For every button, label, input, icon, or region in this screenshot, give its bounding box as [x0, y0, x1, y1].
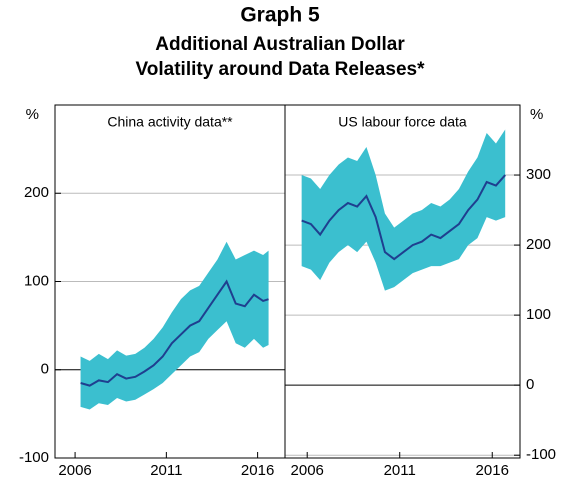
y-tick-label: 0: [526, 376, 534, 393]
x-tick-label: 2006: [291, 462, 324, 479]
y-tick-label: 300: [526, 166, 551, 183]
x-tick-label: 2011: [384, 462, 416, 479]
x-tick-label: 2016: [241, 462, 274, 479]
x-tick-label: 2016: [476, 462, 509, 479]
panel-frame: [284, 104, 521, 459]
y-tick-label: 100: [526, 306, 551, 323]
line: [80, 279, 269, 387]
y-tick-label: 100: [24, 272, 49, 289]
x-tick-label: 2006: [58, 462, 91, 479]
y-tick-label: -100: [19, 449, 49, 466]
band: [80, 241, 269, 410]
chart-title: Graph 5: [240, 4, 320, 27]
y-tick-label: 0: [41, 361, 49, 378]
panel-title: China activity data**: [107, 114, 233, 130]
y-tick-label: 200: [24, 184, 49, 201]
chart-subtitle: Additional Australian Dollar: [155, 34, 405, 55]
x-tick-label: 2011: [150, 462, 182, 479]
chart-subtitle: Volatility around Data Releases*: [136, 59, 426, 80]
y-unit: %: [530, 106, 543, 123]
y-unit: %: [26, 106, 39, 123]
band: [301, 129, 506, 291]
line: [301, 174, 506, 261]
y-tick-label: 200: [526, 236, 551, 253]
y-tick-label: -100: [526, 446, 556, 463]
panel-title: US labour force data: [338, 114, 467, 130]
